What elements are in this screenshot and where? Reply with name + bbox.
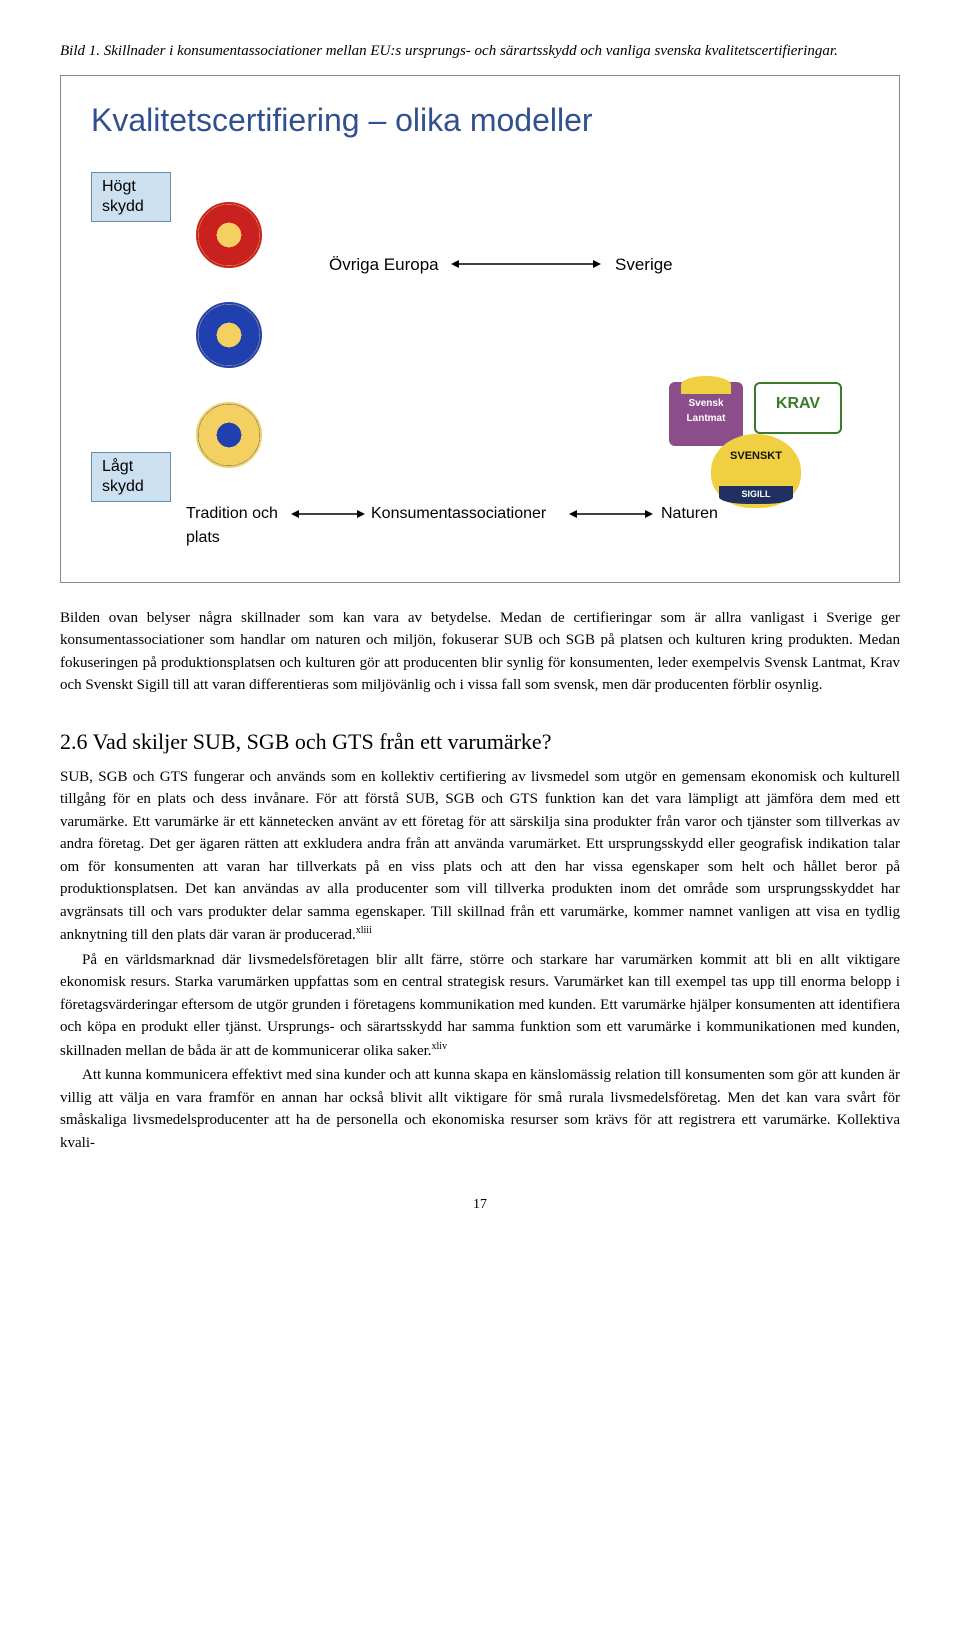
tsg-seal-icon: [196, 402, 262, 468]
pgi-seal-icon: [196, 302, 262, 368]
label-naturen: Naturen: [661, 502, 771, 526]
body-paragraph-3: På en världsmarknad där livsmedelsföreta…: [60, 949, 900, 1063]
lantmat-text: Svensk Lantmat: [687, 398, 726, 424]
page-number: 17: [60, 1194, 900, 1215]
label-konsumentassociationer: Konsumentassociationer: [371, 502, 571, 526]
arrow-assoc-naturen-icon: [569, 507, 653, 521]
body-paragraph-1: Bilden ovan belyser några skillnader som…: [60, 607, 900, 697]
section-heading-2-6: 2.6 Vad skiljer SUB, SGB och GTS från et…: [60, 725, 900, 758]
footnote-ref-xliii: xliii: [356, 925, 372, 936]
figure-caption: Bild 1. Skillnader i konsumentassociatio…: [60, 40, 900, 63]
diagram-container: Kvalitetscertifiering – olika modeller H…: [60, 75, 900, 583]
label-ovriga-europa: Övriga Europa: [329, 252, 439, 278]
svensk-lantmat-icon: Svensk Lantmat: [669, 382, 743, 446]
diagram-body: Högt skydd Lågt skydd Övriga Europa Sver…: [91, 172, 869, 532]
body-paragraph-4: Att kunna kommunicera effektivt med sina…: [60, 1064, 900, 1154]
label-tradition: Tradition och plats: [186, 502, 296, 550]
body-paragraph-2: SUB, SGB och GTS fungerar och används so…: [60, 766, 900, 947]
svenskt-sigill-icon: SVENSKT SIGILL: [711, 434, 801, 508]
sigill-top-text: SVENSKT: [730, 450, 782, 462]
arrow-tradition-assoc-icon: [291, 507, 365, 521]
label-hogt-skydd: Högt skydd: [91, 172, 171, 222]
pdo-seal-icon: [196, 202, 262, 268]
diagram-title: Kvalitetscertifiering – olika modeller: [91, 96, 869, 144]
label-sverige: Sverige: [615, 252, 673, 278]
footnote-ref-xliv: xliv: [432, 1041, 448, 1052]
krav-icon: KRAV: [754, 382, 842, 434]
label-lagt-skydd: Lågt skydd: [91, 452, 171, 502]
arrow-europe-sweden-icon: [451, 257, 601, 271]
